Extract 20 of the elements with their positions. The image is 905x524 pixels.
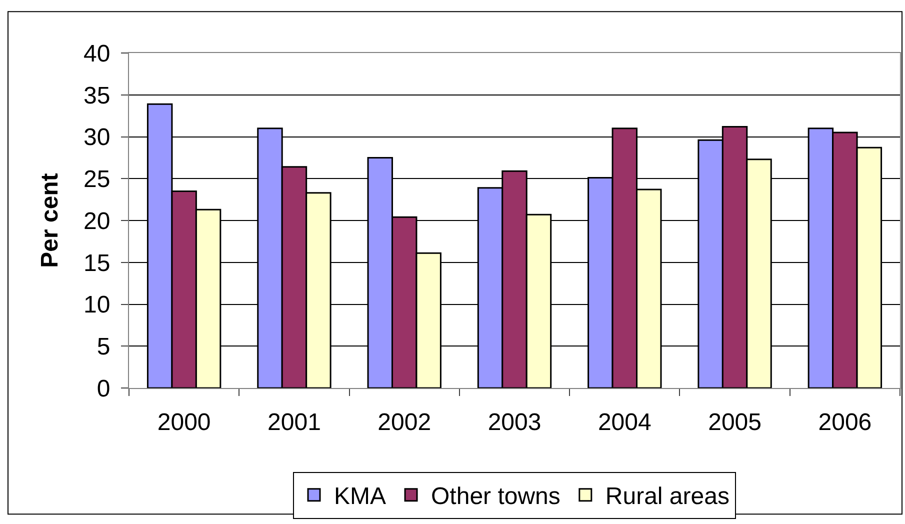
x-tick-label: 2003: [488, 408, 542, 436]
x-tick-label: 2005: [708, 408, 762, 436]
y-tick-label: 15: [83, 250, 110, 277]
y-tick-label: 10: [83, 292, 110, 319]
legend-label: KMA: [334, 483, 386, 510]
y-tick-label: 40: [83, 40, 110, 68]
x-tick-label: 2001: [268, 408, 321, 436]
y-tick-label: 25: [83, 166, 110, 194]
legend-label: Rural areas: [605, 483, 730, 510]
legend-label: Other towns: [431, 483, 560, 510]
y-tick-label: 0: [96, 375, 110, 402]
y-tick-label: 20: [83, 208, 110, 235]
x-tick-label: 2002: [378, 408, 432, 436]
y-tick-label: 5: [96, 334, 110, 361]
x-tick-label: 2006: [818, 408, 872, 436]
y-tick-label: 30: [83, 124, 110, 152]
y-tick-label: 35: [83, 82, 110, 110]
y-axis-title: Per cent: [36, 173, 64, 268]
x-tick-label: 2004: [598, 408, 652, 436]
x-tick-label: 2000: [157, 408, 211, 436]
